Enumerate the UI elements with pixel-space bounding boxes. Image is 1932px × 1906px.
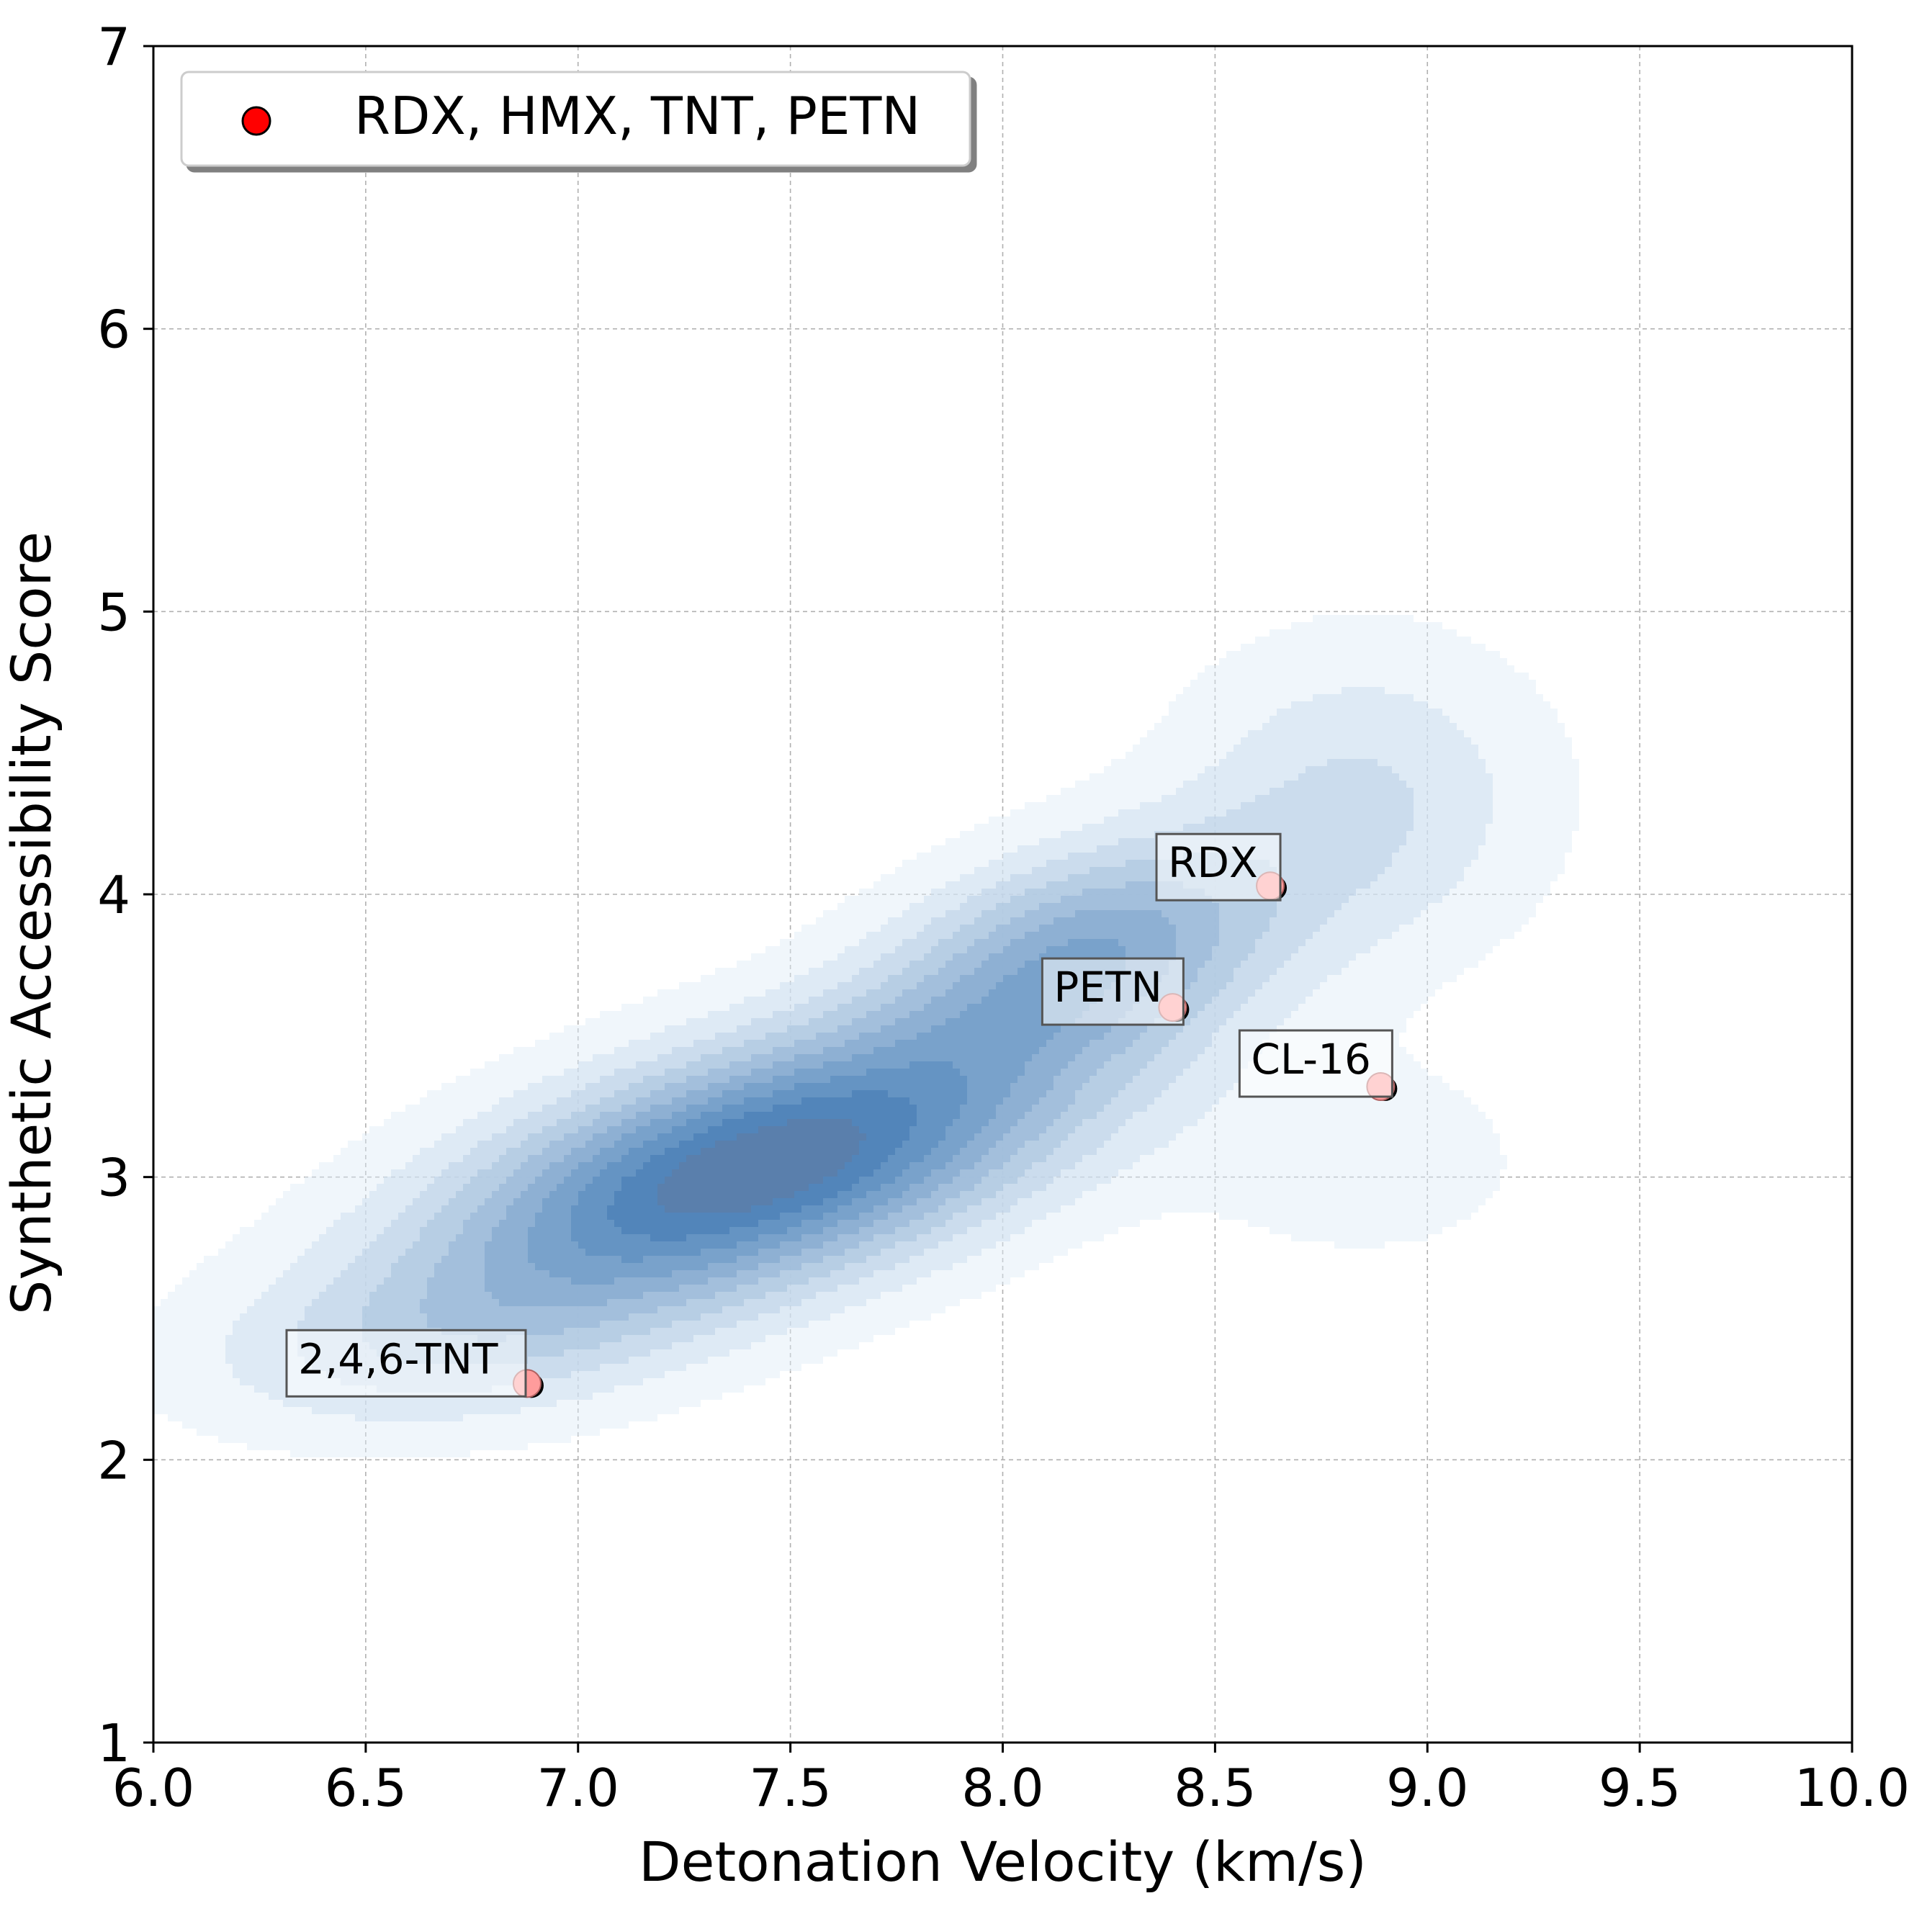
x-tick-label: 6.5 [325, 1758, 408, 1818]
x-tick-label: 7.5 [749, 1758, 832, 1818]
annotation-2: CL-16 [1238, 1029, 1393, 1098]
annotation-1: PETN [1041, 957, 1185, 1026]
y-axis-label: Synthetic Accessibility Score [0, 531, 63, 1315]
legend-box [180, 71, 971, 167]
x-tick-label: 10.0 [1794, 1758, 1910, 1818]
legend-entry-label: RDX, HMX, TNT, PETN [354, 86, 920, 146]
annotation-box [285, 1329, 527, 1398]
y-tick-label: 5 [97, 582, 130, 642]
annotation-0: RDX [1155, 832, 1282, 902]
x-tick-label: 9.0 [1386, 1758, 1469, 1818]
annotation-label: PETN [1053, 963, 1162, 1012]
annotation-label: CL-16 [1251, 1035, 1371, 1084]
legend[interactable]: RDX, HMX, TNT, PETN [180, 71, 971, 167]
x-tick-label: 9.5 [1599, 1758, 1681, 1818]
annotation-box [1041, 957, 1185, 1026]
y-tick-label: 6 [97, 300, 130, 360]
kde-contour-band [657, 1119, 866, 1213]
annotation-3: 2,4,6-TNT [285, 1329, 527, 1398]
x-tick-label: 6.0 [112, 1758, 195, 1818]
annotation-box [1238, 1029, 1393, 1098]
annotation-label: RDX [1168, 838, 1258, 887]
annotation-box [1155, 832, 1282, 902]
y-axis-ticks: 1 2 3 4 5 6 7 [97, 17, 153, 1774]
y-tick-label: 3 [97, 1148, 130, 1208]
legend-marker-icon [241, 106, 271, 136]
annotation-label: 2,4,6-TNT [298, 1334, 498, 1383]
x-axis-label: Detonation Velocity (km/s) [639, 1830, 1367, 1894]
x-tick-label: 7.0 [536, 1758, 619, 1818]
y-tick-label: 2 [97, 1430, 130, 1491]
x-tick-label: 8.5 [1174, 1758, 1257, 1818]
x-axis-ticks: 6.0 6.5 7.0 7.5 8.0 8.5 9.0 9.5 10.0 [112, 1743, 1910, 1818]
y-tick-label: 4 [97, 865, 130, 925]
x-tick-label: 8.0 [961, 1758, 1044, 1818]
y-tick-label: 1 [97, 1713, 130, 1774]
point-annotations: RDX PETN CL-16 2,4,6-TNT [285, 832, 1393, 1398]
y-tick-label: 7 [97, 17, 130, 77]
